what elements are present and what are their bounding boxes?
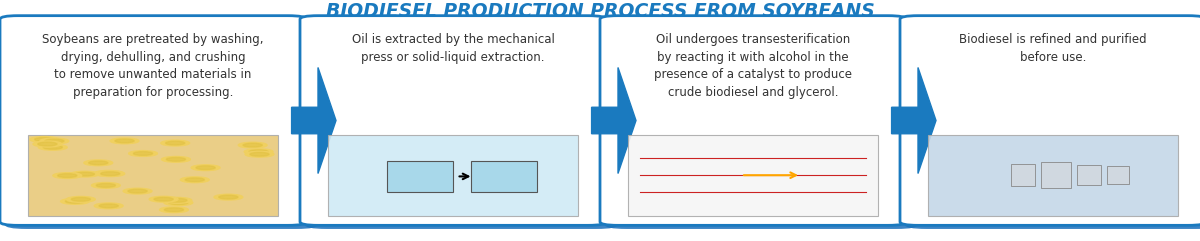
Circle shape (110, 138, 139, 144)
Circle shape (166, 141, 185, 145)
Circle shape (37, 142, 56, 146)
Circle shape (218, 195, 238, 199)
FancyBboxPatch shape (1108, 166, 1129, 184)
Circle shape (60, 199, 89, 204)
Text: Biodiesel is refined and purified
before use.: Biodiesel is refined and purified before… (959, 33, 1147, 64)
Circle shape (169, 201, 188, 205)
Circle shape (115, 139, 134, 143)
Circle shape (91, 182, 120, 188)
Circle shape (128, 151, 157, 156)
Circle shape (191, 165, 220, 171)
FancyBboxPatch shape (328, 135, 578, 216)
Circle shape (96, 171, 125, 177)
Circle shape (76, 172, 95, 176)
Circle shape (43, 145, 62, 149)
Polygon shape (472, 161, 538, 192)
Circle shape (58, 174, 77, 178)
Circle shape (95, 170, 124, 176)
Circle shape (32, 141, 61, 147)
Circle shape (245, 149, 274, 155)
Circle shape (71, 197, 90, 201)
FancyBboxPatch shape (28, 135, 278, 216)
Polygon shape (892, 67, 936, 174)
Circle shape (53, 173, 82, 179)
Circle shape (164, 200, 193, 206)
Circle shape (66, 196, 95, 202)
Circle shape (167, 157, 186, 161)
FancyBboxPatch shape (605, 18, 918, 229)
FancyBboxPatch shape (1078, 165, 1102, 186)
FancyBboxPatch shape (1042, 162, 1072, 188)
Circle shape (239, 142, 268, 148)
FancyBboxPatch shape (5, 18, 318, 229)
FancyBboxPatch shape (928, 135, 1178, 216)
Circle shape (149, 196, 178, 202)
FancyBboxPatch shape (628, 135, 878, 216)
Circle shape (245, 151, 274, 157)
Circle shape (65, 200, 84, 203)
Text: Oil is extracted by the mechanical
press or solid-liquid extraction.: Oil is extracted by the mechanical press… (352, 33, 554, 64)
Circle shape (101, 172, 120, 176)
Circle shape (244, 143, 263, 147)
FancyBboxPatch shape (905, 18, 1200, 229)
Circle shape (168, 198, 187, 202)
Circle shape (164, 208, 184, 212)
FancyBboxPatch shape (1010, 164, 1034, 186)
Circle shape (250, 152, 269, 156)
Text: Soybeans are pretreated by washing,
drying, dehulling, and crushing
to remove un: Soybeans are pretreated by washing, dryi… (42, 33, 264, 99)
Circle shape (214, 194, 242, 200)
Circle shape (96, 183, 115, 187)
Circle shape (38, 144, 67, 150)
Polygon shape (292, 67, 336, 174)
Polygon shape (388, 161, 454, 192)
Circle shape (100, 204, 119, 208)
Circle shape (71, 171, 100, 177)
FancyBboxPatch shape (0, 16, 306, 225)
Circle shape (124, 188, 152, 194)
Circle shape (84, 160, 113, 166)
Circle shape (44, 139, 64, 143)
Circle shape (100, 171, 119, 175)
Circle shape (40, 138, 68, 144)
Circle shape (89, 161, 108, 165)
Circle shape (95, 203, 124, 209)
Circle shape (180, 177, 209, 183)
Circle shape (162, 156, 191, 162)
Circle shape (154, 197, 173, 201)
Text: BIODIESEL PRODUCTION PROCESS FROM SOYBEANS: BIODIESEL PRODUCTION PROCESS FROM SOYBEA… (325, 2, 875, 21)
Circle shape (35, 138, 54, 141)
FancyBboxPatch shape (900, 16, 1200, 225)
Circle shape (128, 189, 148, 193)
Circle shape (30, 137, 59, 142)
Circle shape (133, 152, 152, 155)
FancyBboxPatch shape (300, 16, 606, 225)
Circle shape (161, 140, 190, 146)
Circle shape (163, 197, 192, 203)
Circle shape (250, 150, 269, 154)
Polygon shape (592, 67, 636, 174)
Circle shape (185, 178, 204, 182)
Circle shape (196, 166, 215, 170)
Circle shape (160, 207, 188, 213)
FancyBboxPatch shape (600, 16, 906, 225)
FancyBboxPatch shape (305, 18, 618, 229)
Text: Oil undergoes transesterification
by reacting it with alcohol in the
presence of: Oil undergoes transesterification by rea… (654, 33, 852, 99)
